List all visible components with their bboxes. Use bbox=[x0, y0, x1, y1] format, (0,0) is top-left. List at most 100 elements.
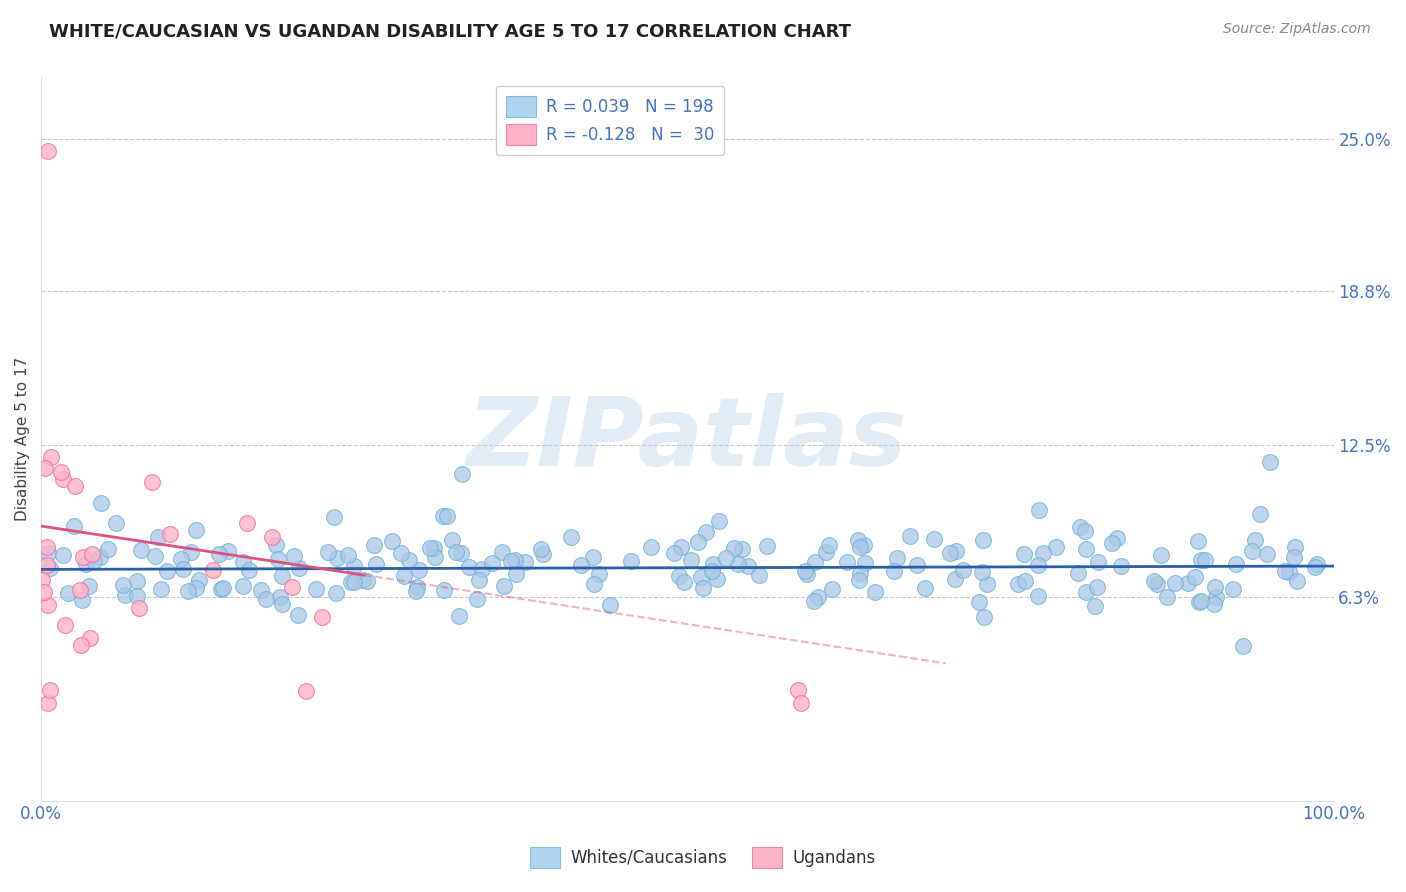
Text: ZIPatlas: ZIPatlas bbox=[467, 392, 908, 485]
Point bbox=[491, 545, 513, 559]
Point bbox=[112, 578, 135, 592]
Point bbox=[63, 478, 86, 492]
Point bbox=[1202, 597, 1225, 611]
Point bbox=[1284, 540, 1306, 554]
Point bbox=[53, 617, 76, 632]
Point bbox=[339, 575, 361, 590]
Point bbox=[408, 563, 430, 577]
Point bbox=[70, 638, 93, 652]
Point bbox=[1305, 557, 1327, 571]
Point bbox=[287, 607, 309, 622]
Point bbox=[69, 582, 91, 597]
Point bbox=[326, 550, 349, 565]
Point bbox=[262, 530, 284, 544]
Point bbox=[849, 540, 872, 554]
Text: Source: ZipAtlas.com: Source: ZipAtlas.com bbox=[1223, 22, 1371, 37]
Point bbox=[304, 582, 326, 596]
Point bbox=[457, 560, 479, 574]
Point bbox=[436, 509, 458, 524]
Point bbox=[1232, 639, 1254, 653]
Point bbox=[127, 574, 149, 588]
Point bbox=[236, 516, 259, 530]
Point bbox=[468, 573, 491, 587]
Point bbox=[433, 582, 456, 597]
Point bbox=[392, 569, 415, 583]
Point bbox=[180, 545, 202, 559]
Point bbox=[1073, 524, 1095, 539]
Point bbox=[70, 593, 93, 607]
Point bbox=[569, 558, 592, 573]
Point bbox=[973, 609, 995, 624]
Point bbox=[39, 683, 62, 698]
Point bbox=[72, 549, 94, 564]
Point bbox=[125, 589, 148, 603]
Point bbox=[1028, 503, 1050, 517]
Point bbox=[156, 564, 179, 578]
Point bbox=[803, 594, 825, 608]
Point bbox=[352, 574, 374, 588]
Point bbox=[129, 543, 152, 558]
Point bbox=[209, 582, 232, 596]
Point bbox=[31, 573, 53, 587]
Point bbox=[63, 519, 86, 533]
Point bbox=[1187, 533, 1209, 548]
Point bbox=[662, 546, 685, 560]
Point bbox=[582, 549, 605, 564]
Point bbox=[172, 562, 194, 576]
Point bbox=[1142, 574, 1164, 589]
Point bbox=[398, 552, 420, 566]
Point bbox=[886, 550, 908, 565]
Point bbox=[1189, 553, 1212, 567]
Point bbox=[690, 570, 713, 584]
Point bbox=[672, 575, 695, 590]
Point bbox=[37, 545, 59, 559]
Point bbox=[269, 590, 291, 604]
Point bbox=[283, 549, 305, 563]
Point bbox=[1109, 559, 1132, 574]
Point bbox=[1258, 455, 1281, 469]
Point bbox=[804, 555, 827, 569]
Point bbox=[37, 558, 59, 572]
Point bbox=[503, 553, 526, 567]
Point bbox=[90, 495, 112, 509]
Legend: Whites/Caucasians, Ugandans: Whites/Caucasians, Ugandans bbox=[524, 840, 882, 875]
Point bbox=[75, 557, 97, 571]
Point bbox=[807, 590, 830, 604]
Point bbox=[640, 540, 662, 554]
Point bbox=[846, 533, 869, 548]
Point bbox=[267, 551, 290, 566]
Point bbox=[322, 510, 344, 524]
Point bbox=[1085, 580, 1108, 594]
Point bbox=[159, 527, 181, 541]
Point bbox=[737, 559, 759, 574]
Point bbox=[1225, 558, 1247, 572]
Point bbox=[515, 555, 537, 569]
Point bbox=[37, 144, 59, 158]
Point bbox=[77, 579, 100, 593]
Point bbox=[1205, 590, 1227, 604]
Point bbox=[169, 552, 191, 566]
Point bbox=[582, 577, 605, 591]
Point bbox=[250, 582, 273, 597]
Point bbox=[669, 540, 692, 554]
Point bbox=[56, 586, 79, 600]
Point bbox=[1149, 548, 1171, 562]
Point bbox=[952, 563, 974, 577]
Point bbox=[1069, 519, 1091, 533]
Point bbox=[145, 549, 167, 564]
Point bbox=[364, 558, 387, 572]
Point bbox=[406, 580, 429, 594]
Point bbox=[1240, 544, 1263, 558]
Point bbox=[97, 542, 120, 557]
Point bbox=[146, 530, 169, 544]
Point bbox=[1007, 577, 1029, 591]
Point bbox=[668, 569, 690, 583]
Point bbox=[39, 560, 62, 574]
Point bbox=[1184, 570, 1206, 584]
Point bbox=[848, 566, 870, 581]
Point bbox=[530, 541, 553, 556]
Point bbox=[405, 584, 427, 599]
Point bbox=[271, 597, 294, 611]
Point bbox=[432, 508, 454, 523]
Point bbox=[41, 450, 63, 465]
